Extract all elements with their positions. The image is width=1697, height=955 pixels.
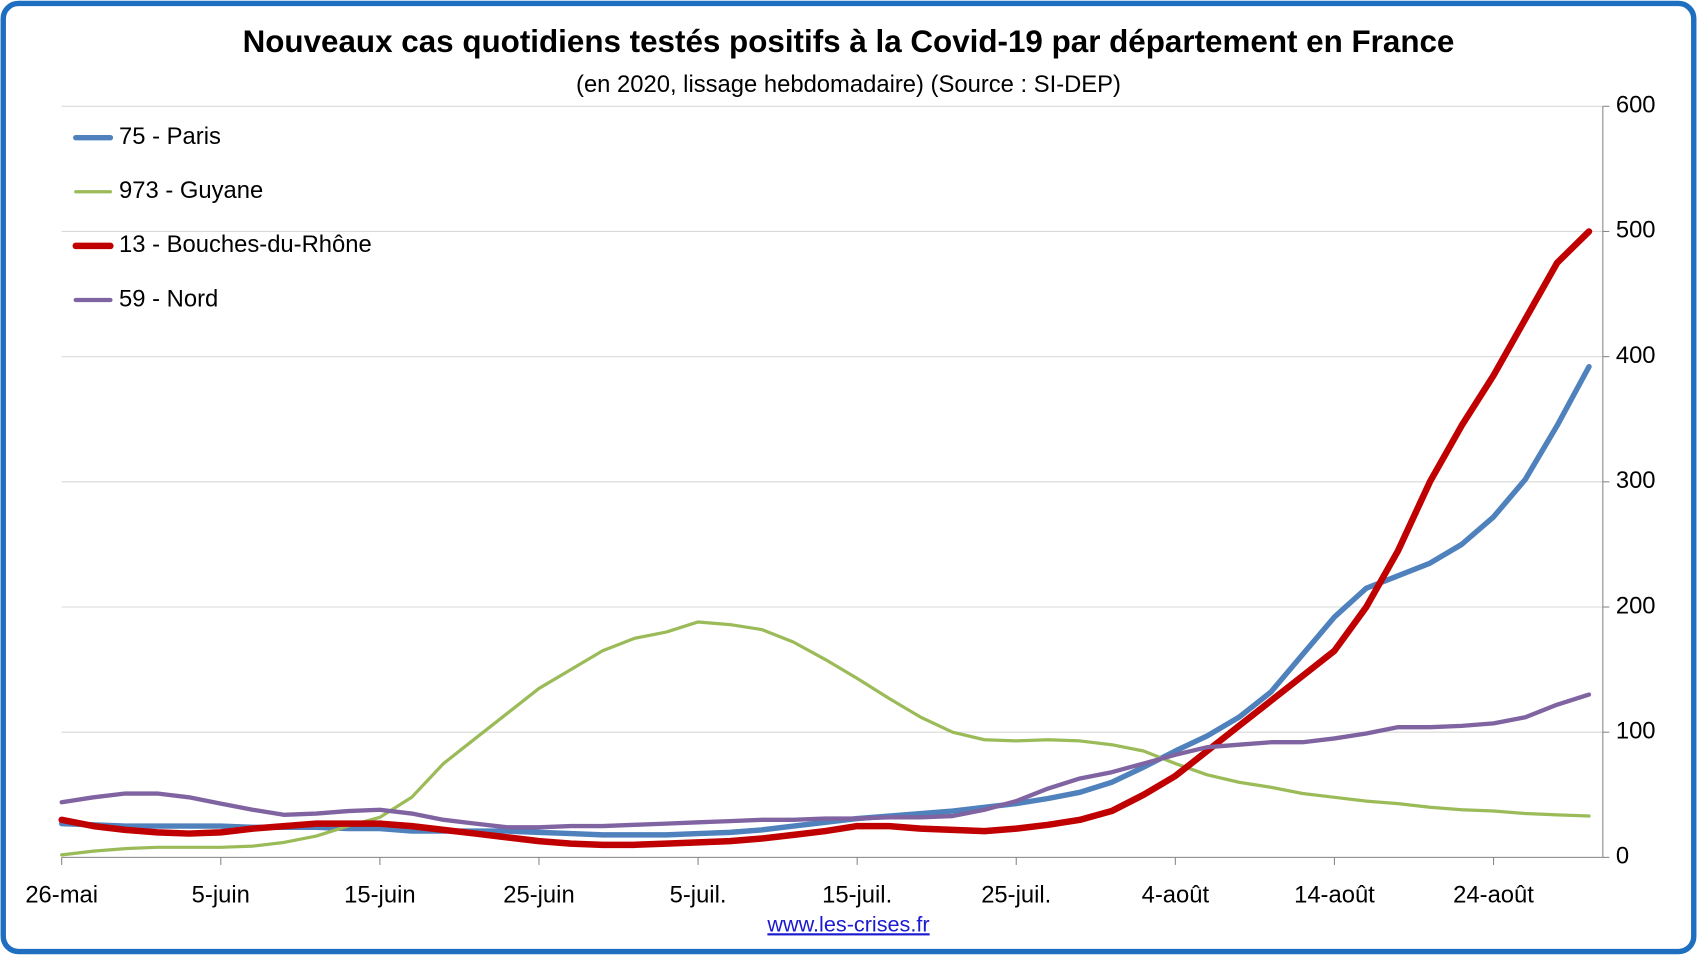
x-tick-label: 4-août bbox=[1142, 882, 1210, 909]
x-tick-label: 15-juin bbox=[344, 882, 415, 909]
x-tick-label: 5-juil. bbox=[670, 882, 727, 909]
x-tick-label: 5-juin bbox=[192, 882, 250, 909]
line-series bbox=[60, 620, 1591, 857]
chart-subtitle: (en 2020, lissage hebdomadaire) (Source … bbox=[576, 71, 1121, 98]
y-tick-label: 100 bbox=[1616, 717, 1656, 744]
y-tick-label: 300 bbox=[1616, 467, 1656, 494]
x-tick-label: 26-mai bbox=[25, 882, 98, 909]
line-series bbox=[59, 692, 1592, 830]
x-tick-label: 24-août bbox=[1453, 882, 1534, 909]
chart-title: Nouveaux cas quotidiens testés positifs … bbox=[243, 24, 1455, 59]
y-tick-label: 400 bbox=[1616, 342, 1656, 369]
x-tick-label: 15-juil. bbox=[822, 882, 892, 909]
legend-label: 59 - Nord bbox=[119, 285, 218, 312]
legend-label: 75 - Paris bbox=[119, 123, 221, 150]
legend-label: 13 - Bouches-du-Rhône bbox=[119, 231, 372, 258]
y-tick-label: 600 bbox=[1616, 92, 1656, 119]
y-tick-label: 0 bbox=[1616, 843, 1629, 870]
y-tick-label: 200 bbox=[1616, 592, 1656, 619]
x-tick-label: 14-août bbox=[1294, 882, 1375, 909]
x-tick-label: 25-juil. bbox=[981, 882, 1051, 909]
line-series bbox=[58, 228, 1593, 849]
source-link[interactable]: www.les-crises.fr bbox=[766, 911, 929, 936]
legend-label: 973 - Guyane bbox=[119, 177, 263, 204]
line-series bbox=[58, 363, 1592, 838]
y-tick-label: 500 bbox=[1616, 217, 1656, 244]
x-tick-label: 25-juin bbox=[503, 882, 574, 909]
